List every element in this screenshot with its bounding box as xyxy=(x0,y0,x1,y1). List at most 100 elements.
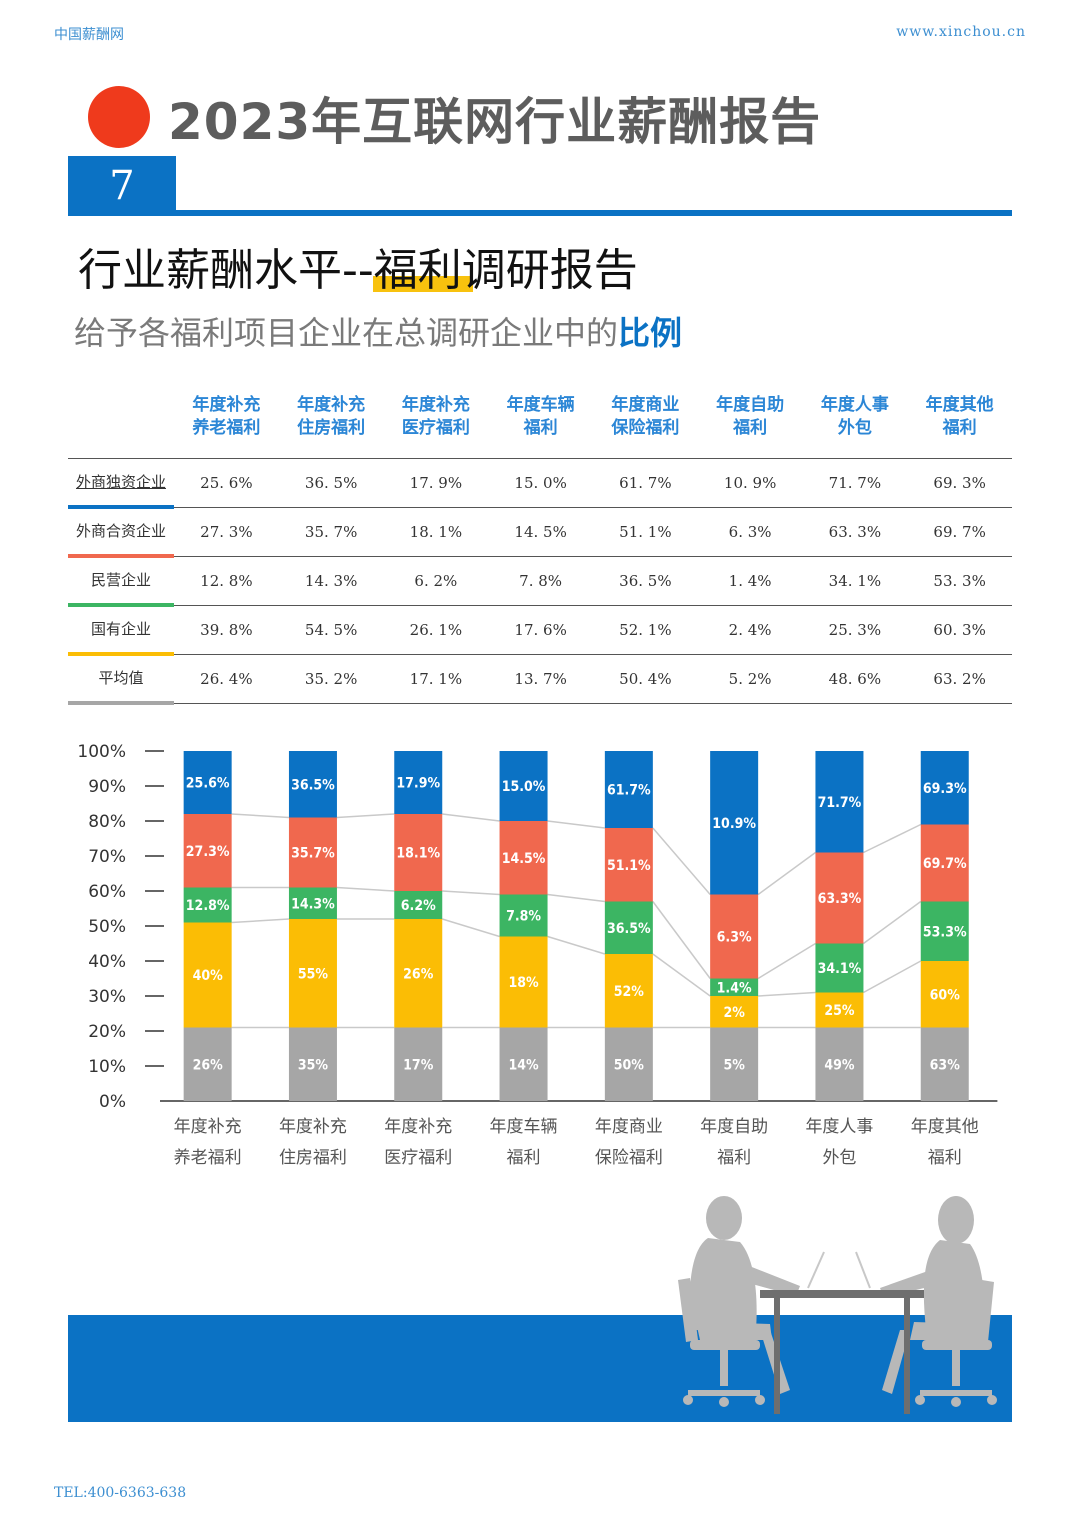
bar-segment xyxy=(815,1027,864,1101)
table-cell: 7. 8% xyxy=(488,556,593,606)
bar-segment-label: 7.8% xyxy=(506,909,541,925)
connector-line xyxy=(863,823,922,854)
bar-segment-label: 14.5% xyxy=(502,851,546,867)
table-cell: 14. 5% xyxy=(488,507,593,557)
bar-segment xyxy=(815,751,864,853)
bar-segment xyxy=(710,978,759,996)
table-cell: 17. 6% xyxy=(488,605,593,655)
table-cell: 6. 2% xyxy=(383,556,489,606)
table-row: 外商合资企业 27. 3% 35. 7% 18. 1% 14. 5% 51. 1% 6. 3… xyxy=(68,507,1012,558)
column-header-line2: 保险福利 xyxy=(611,418,680,438)
bar-segment-label: 26% xyxy=(403,966,434,982)
bar-segment-label: 10.9% xyxy=(712,816,756,832)
x-category-label: 福利 xyxy=(717,1148,751,1168)
brand-url[interactable]: www.xinchou.cn xyxy=(896,24,1026,40)
row-label: 平均值 xyxy=(68,654,174,705)
bar-segment xyxy=(499,821,548,895)
table-cell: 52. 1% xyxy=(593,605,698,655)
column-header: 年度车辆 福利 xyxy=(488,392,593,459)
table-cell: 17. 9% xyxy=(383,458,489,508)
row-label-text: 外商独资企业 xyxy=(75,472,166,491)
bar-segment-label: 52% xyxy=(614,984,645,1000)
bar-segment xyxy=(394,751,443,814)
x-category-label: 年度补充 xyxy=(279,1117,347,1137)
bar-segment xyxy=(920,824,969,902)
bar-segment-label: 36.5% xyxy=(291,777,335,793)
connector-line xyxy=(547,935,606,955)
x-category-label: 年度自助 xyxy=(700,1117,768,1137)
connector-line xyxy=(652,827,711,895)
table-cell: 1. 4% xyxy=(697,556,803,606)
x-category-label: 年度人事 xyxy=(805,1117,873,1137)
footer-tel: TEL:400-6363-638 xyxy=(54,1485,187,1501)
bar-segment-label: 63.3% xyxy=(818,891,862,907)
bar-segment xyxy=(183,751,232,814)
table-cell: 61. 7% xyxy=(593,458,698,508)
y-tick-label: 80% xyxy=(88,812,126,832)
x-category-label: 福利 xyxy=(507,1148,541,1168)
red-dot-icon xyxy=(88,86,150,148)
bar-segment-label: 18.1% xyxy=(396,846,440,862)
bar-segment xyxy=(183,922,232,1028)
bar-segment-label: 5% xyxy=(723,1057,745,1073)
table-row: 平均值 26. 4% 35. 2% 17. 1% 13. 7% 50. 4% 5. 2% 48… xyxy=(68,654,1012,705)
row-color-bar xyxy=(68,701,174,705)
stacked-bar-chart: 0% 10% 20% 30% 40% 50% 60% 70% 80% 90% 100% 26% 40% 1… xyxy=(77,742,998,1168)
bar-segment-label: 69.7% xyxy=(923,856,967,872)
bar-segment-label: 2% xyxy=(723,1005,745,1021)
connector-line xyxy=(863,960,922,994)
bar-segment-label: 35% xyxy=(298,1057,329,1073)
bar-segment xyxy=(499,894,548,937)
table-cell: 48. 6% xyxy=(802,654,908,704)
table-cell: 27. 3% xyxy=(174,507,279,557)
bar-segment-label: 14% xyxy=(508,1057,539,1073)
brand-left: 中国薪酬网 xyxy=(54,27,124,43)
bar-segment-label: 6.2% xyxy=(401,898,436,914)
x-category-label: 年度车辆 xyxy=(490,1117,558,1137)
x-category-label: 养老福利 xyxy=(174,1148,242,1168)
bar-segment-label: 34.1% xyxy=(818,961,862,977)
y-tick-label: 60% xyxy=(88,882,126,902)
bar-segment xyxy=(394,1027,443,1101)
table-cell: 36. 5% xyxy=(593,556,698,606)
header-divider xyxy=(68,210,1012,216)
connector-line xyxy=(442,890,500,896)
table-cell: 26. 4% xyxy=(174,654,279,704)
x-category-label: 年度补充 xyxy=(174,1117,242,1137)
table-cell: 36. 5% xyxy=(278,458,384,508)
table-cell: 25. 3% xyxy=(802,605,908,655)
table-header-row: 年度补充 养老福利 年度补充 住房福利 年度补充 医疗福利 年度车辆 福利 年度商业 保险… xyxy=(68,392,1012,459)
y-tick-label: 20% xyxy=(88,1022,126,1042)
bar-segment xyxy=(288,919,337,1028)
column-header: 年度其他 福利 xyxy=(907,392,1012,459)
row-label: 外商独资企业 xyxy=(68,458,174,509)
bar-segment-label: 17% xyxy=(403,1057,434,1073)
bar-segment xyxy=(604,828,653,902)
bar-segment xyxy=(394,919,443,1028)
bar-segment-label: 36.5% xyxy=(607,921,651,937)
x-category-label: 年度其他 xyxy=(911,1117,979,1137)
row-label: 外商合资企业 xyxy=(68,507,174,558)
table-cell: 14. 3% xyxy=(278,556,384,606)
table-cell: 35. 2% xyxy=(278,654,384,704)
table-cell: 15. 0% xyxy=(488,458,593,508)
bar-segment xyxy=(288,887,337,919)
bar-segment xyxy=(183,814,232,888)
column-header-line2: 住房福利 xyxy=(297,418,366,438)
column-header-line2: 外包 xyxy=(837,418,872,438)
column-header: 年度补充 医疗福利 xyxy=(384,392,489,459)
connector-line xyxy=(231,918,289,924)
column-header-line1: 年度补充 xyxy=(401,395,470,415)
column-header-line2: 福利 xyxy=(523,418,558,438)
bar-segment-label: 25% xyxy=(824,1003,855,1019)
office-meeting-illustration xyxy=(678,1196,997,1414)
x-category-label: 保险福利 xyxy=(595,1148,663,1168)
table-cell: 39. 8% xyxy=(174,605,279,655)
column-header-line2: 医疗福利 xyxy=(401,418,470,438)
column-header-line1: 年度商业 xyxy=(611,395,680,415)
bar-segment xyxy=(183,887,232,923)
bar-segment xyxy=(710,1027,759,1101)
table-cell: 34. 1% xyxy=(802,556,908,606)
table-cell: 35. 7% xyxy=(278,507,384,557)
bar-segment xyxy=(288,751,337,818)
